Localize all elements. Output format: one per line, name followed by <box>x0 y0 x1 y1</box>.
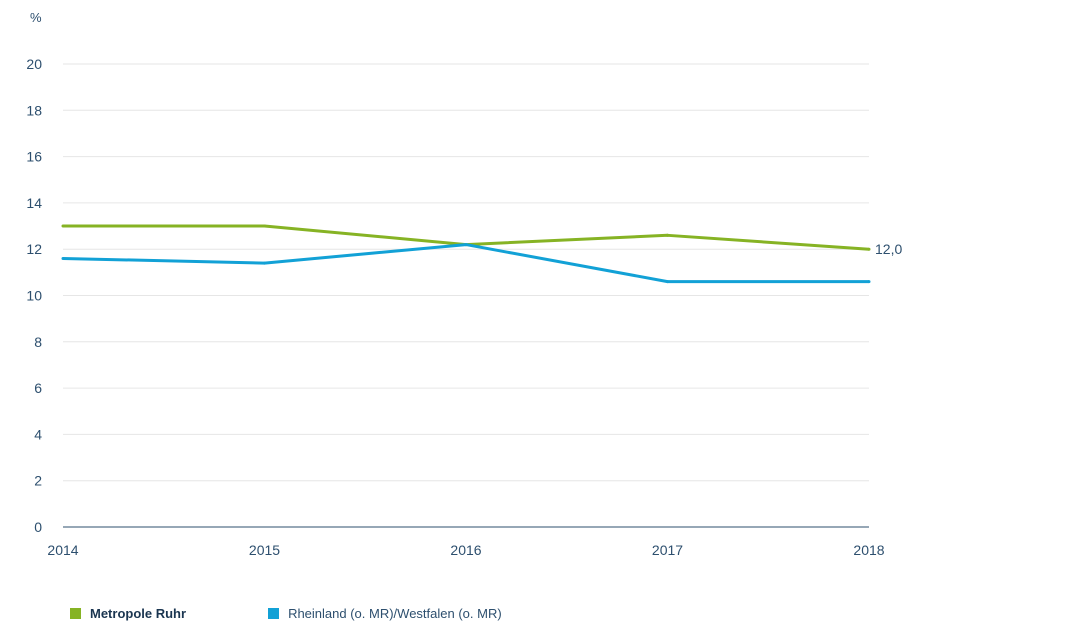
series-line-1 <box>62 243 869 284</box>
legend-label-metropole-ruhr: Metropole Ruhr <box>90 606 187 621</box>
data-point <box>666 233 669 237</box>
legend-swatch-rheinland-westfalen <box>268 608 280 619</box>
legend-swatch-metropole-ruhr <box>70 608 81 619</box>
y-tick-label: 0 <box>34 519 42 535</box>
y-axis-unit-label: % <box>30 10 42 25</box>
x-tick-label: 2017 <box>652 542 683 558</box>
x-tick-label: 2015 <box>249 542 280 558</box>
data-point <box>464 243 468 247</box>
data-point <box>867 280 871 284</box>
y-tick-label: 18 <box>26 102 42 118</box>
y-tick-label: 4 <box>34 426 42 442</box>
x-axis-ticks: 2014 2015 2016 2017 2018 <box>47 542 884 558</box>
gridlines <box>63 63 869 482</box>
y-axis-ticks: 0 2 4 6 8 10 12 14 16 18 20 <box>26 56 42 535</box>
data-point <box>263 261 266 265</box>
data-point <box>263 224 266 228</box>
y-tick-label: 8 <box>34 334 42 350</box>
y-tick-label: 14 <box>26 195 42 211</box>
data-point <box>666 280 669 284</box>
legend-item-metropole-ruhr: Metropole Ruhr <box>70 606 186 621</box>
legend-item-rheinland-westfalen: Rheinland (o. MR)/Westfalen (o. MR) <box>268 606 502 621</box>
y-tick-label: 10 <box>26 288 42 304</box>
legend-label-rheinland-westfalen: Rheinland (o. MR)/Westfalen (o. MR) <box>288 606 502 621</box>
y-tick-label: 6 <box>34 380 42 396</box>
y-tick-label: 2 <box>34 473 42 489</box>
end-value-label: 12,0 <box>875 241 902 257</box>
series-lines <box>61 224 871 284</box>
data-labels: 12,0 <box>875 241 902 257</box>
y-tick-label: 20 <box>26 56 42 72</box>
data-point <box>61 256 65 260</box>
data-point <box>61 224 65 228</box>
x-tick-label: 2016 <box>450 542 481 558</box>
legend: Metropole Ruhr Rheinland (o. MR)/Westfal… <box>70 606 502 621</box>
y-tick-label: 16 <box>26 149 42 165</box>
x-tick-label: 2014 <box>47 542 78 558</box>
data-point <box>867 247 871 251</box>
x-tick-label: 2018 <box>853 542 884 558</box>
y-tick-label: 12 <box>26 241 42 257</box>
